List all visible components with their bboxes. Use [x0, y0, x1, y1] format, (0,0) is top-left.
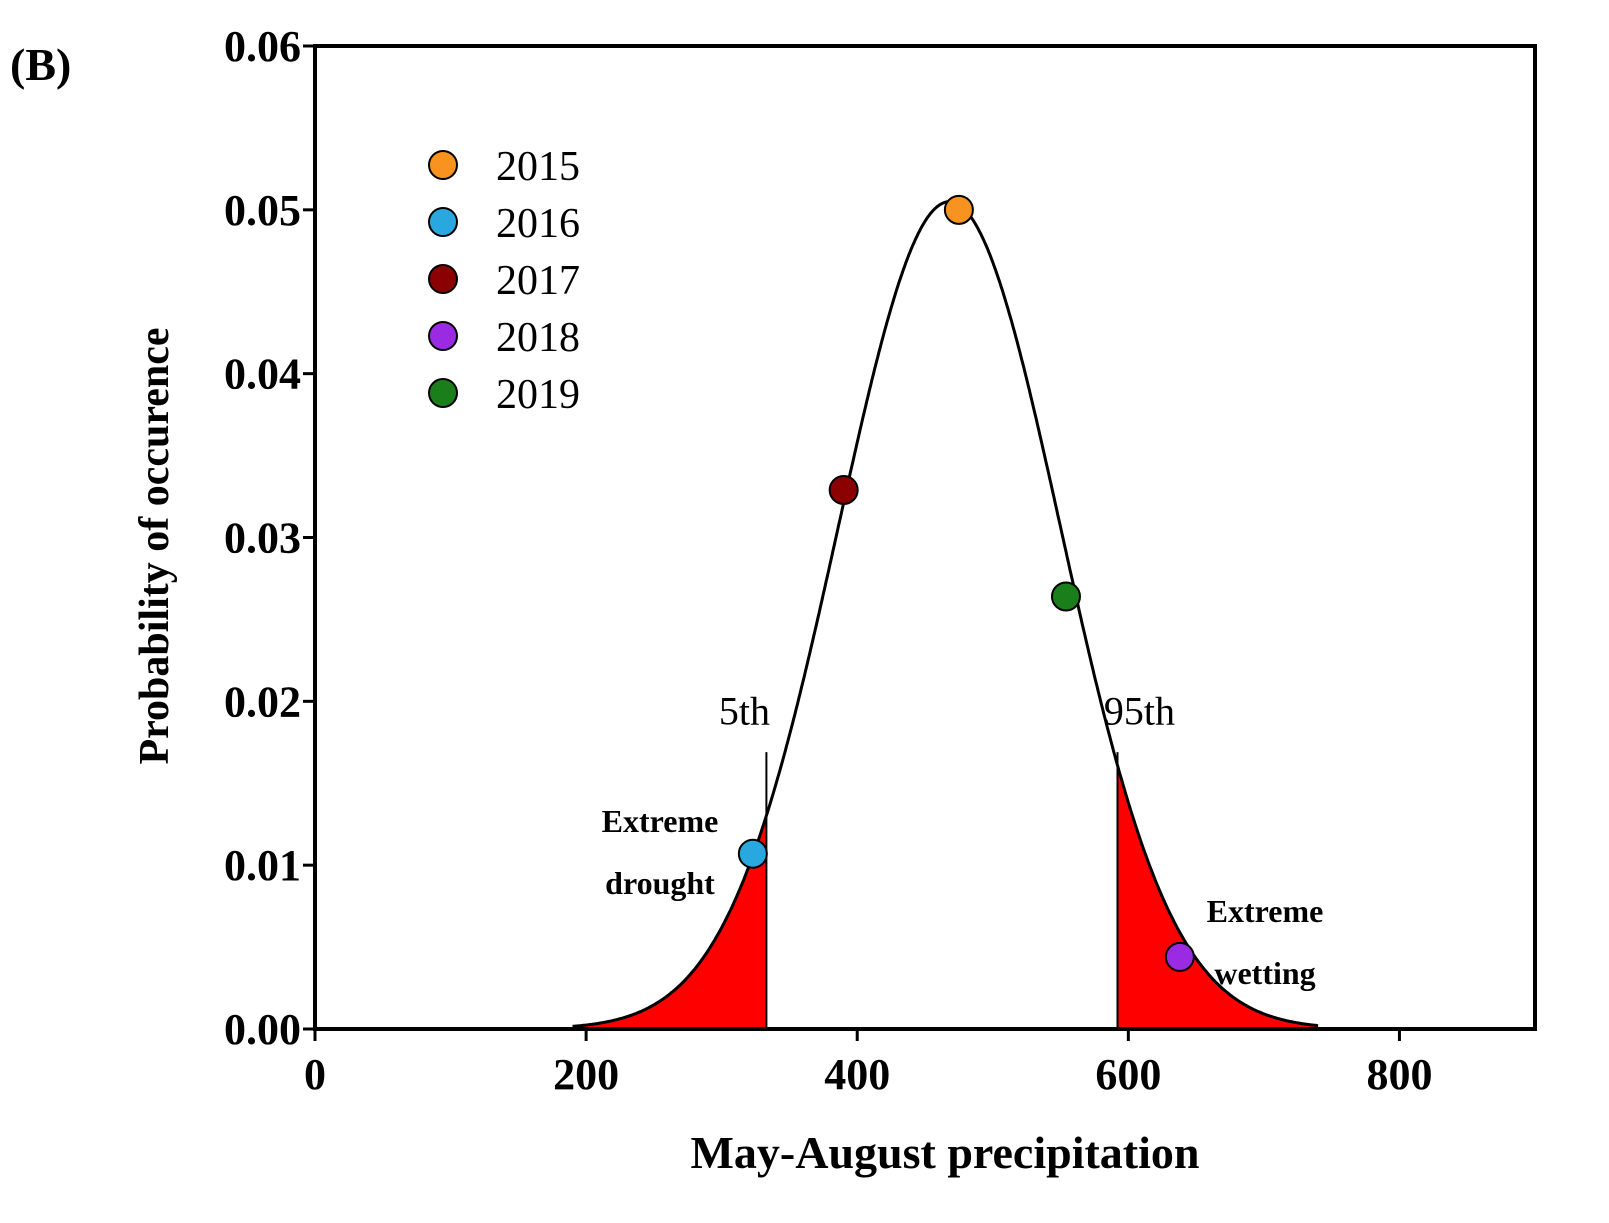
data-point-2017: [828, 474, 859, 505]
legend: 2015 2016 2017 2018 2019: [428, 144, 580, 418]
legend-marker-2016: [428, 207, 458, 237]
annotation-2-line-2: wetting: [1214, 955, 1315, 991]
y-tick-label: 0.02: [224, 677, 301, 726]
shaded-region-1: [572, 815, 767, 1029]
legend-marker-2017: [428, 264, 458, 294]
data-point-2019: [1050, 581, 1081, 612]
x-axis-title: May-August precipitation: [691, 1127, 1200, 1178]
annotations: Extreme drought Extreme wetting: [602, 803, 1324, 991]
legend-label-2017: 2017: [496, 258, 580, 304]
x-tick-label: 400: [824, 1050, 890, 1099]
y-tick-label: 0.06: [224, 22, 301, 71]
legend-marker-2018: [428, 321, 458, 351]
annotation-2-line-1: Extreme: [1207, 893, 1324, 929]
percentile-label-95th: 95th: [1104, 688, 1175, 733]
x-axis: 0 200 400 600 800: [304, 1029, 1432, 1099]
x-tick-label: 0: [304, 1050, 326, 1099]
plot-frame: [313, 44, 1537, 1031]
legend-label-2016: 2016: [496, 201, 580, 247]
data-point-2018: [1164, 941, 1195, 972]
y-axis: 0.00 0.01 0.02 0.03 0.04 0.05 0.06: [224, 22, 315, 1054]
percentile-markers: 5th 95th: [719, 688, 1175, 1029]
data-point-2015: [943, 194, 974, 225]
legend-marker-2019: [428, 378, 458, 408]
x-tick-label: 200: [553, 1050, 619, 1099]
annotation-1-line-2: drought: [605, 865, 715, 901]
y-tick-label: 0.03: [224, 514, 301, 563]
annotation-1-line-1: Extreme: [602, 803, 719, 839]
panel-label: (B): [10, 39, 71, 90]
legend-label-2015: 2015: [496, 144, 580, 190]
x-tick-label: 600: [1095, 1050, 1161, 1099]
y-tick-label: 0.05: [224, 186, 301, 235]
y-tick-label: 0.01: [224, 841, 301, 890]
data-point-2016: [737, 838, 768, 869]
percentile-label-5th: 5th: [719, 688, 770, 733]
legend-marker-2015: [428, 150, 458, 180]
data-points: [737, 194, 1195, 972]
y-tick-label: 0.00: [224, 1005, 301, 1054]
y-tick-label: 0.04: [224, 350, 301, 399]
x-tick-label: 800: [1366, 1050, 1432, 1099]
legend-label-2019: 2019: [496, 372, 580, 418]
legend-label-2018: 2018: [496, 315, 580, 361]
y-axis-title: Probability of occurence: [132, 327, 178, 764]
